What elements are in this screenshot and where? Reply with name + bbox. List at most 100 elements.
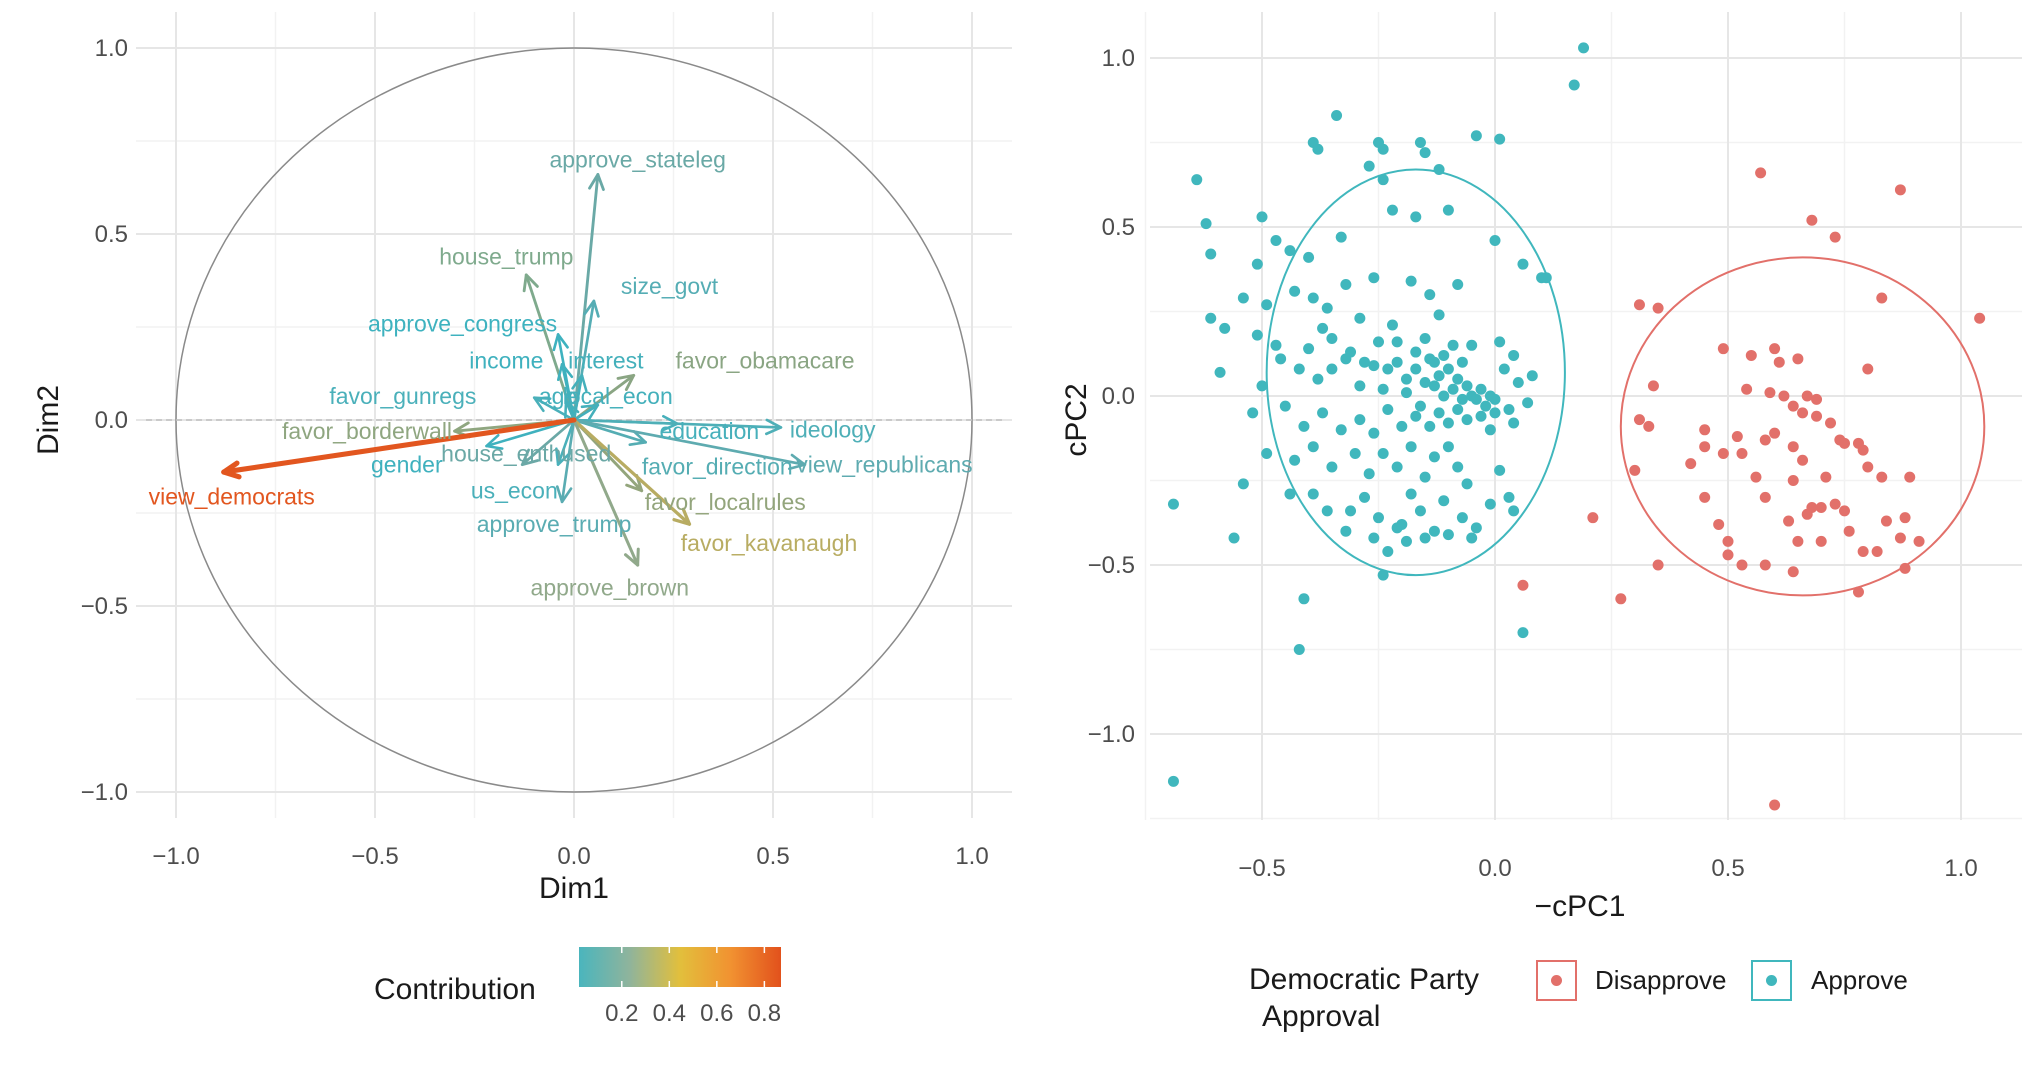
point-approve (1340, 353, 1352, 365)
point-disapprove (1787, 441, 1799, 453)
vector-arrowhead (556, 362, 574, 382)
point-approve (1331, 109, 1343, 121)
vector-label-size-govt: size_govt (621, 273, 719, 299)
vector-arrowhead (765, 418, 783, 436)
vector-arrowhead (583, 299, 600, 318)
vector-local-econ (572, 403, 600, 422)
point-disapprove (1699, 491, 1711, 503)
scatter-x-tick-label: 0.5 (1711, 855, 1744, 882)
vector-ideology (572, 418, 783, 429)
approval-legend-title-line2: Approval (1262, 1000, 1380, 1033)
colorbar-tick-label: 0.2 (605, 1000, 638, 1027)
point-disapprove (1792, 353, 1804, 365)
point-approve (1261, 299, 1273, 311)
point-disapprove (1629, 464, 1641, 476)
point-approve (1391, 356, 1403, 368)
point-approve (1410, 410, 1422, 422)
vector-arrowhead (616, 373, 636, 391)
point-approve (1321, 505, 1333, 517)
point-approve (1517, 258, 1529, 270)
point-approve (1396, 420, 1408, 432)
point-approve (1335, 424, 1347, 436)
point-approve (1326, 363, 1338, 375)
scatter-x-tick-label: 1.0 (1944, 855, 1977, 882)
legend-label-approve: Approve (1811, 965, 1908, 995)
vector-house-enthused (520, 418, 576, 467)
point-approve (1377, 447, 1389, 459)
point-approve (1382, 545, 1394, 557)
point-approve (1424, 289, 1436, 301)
point-approve (1433, 309, 1445, 321)
point-disapprove (1894, 532, 1906, 544)
point-approve (1526, 370, 1538, 382)
vector-income (560, 362, 576, 422)
point-approve (1466, 339, 1478, 351)
point-disapprove (1797, 407, 1809, 419)
point-approve (1512, 376, 1524, 388)
point-approve (1247, 407, 1259, 419)
point-disapprove (1755, 167, 1767, 179)
point-approve (1307, 441, 1319, 453)
colorbar-tick-label: 0.6 (700, 1000, 733, 1027)
vector-label-age: age (539, 383, 577, 409)
vector-arrowhead (522, 273, 539, 293)
point-approve (1251, 258, 1263, 270)
point-disapprove (1778, 390, 1790, 402)
point-approve (1419, 376, 1431, 388)
vector-arrowhead (624, 547, 640, 567)
vector-label-view-republicans: view_republicans (796, 452, 972, 478)
point-approve (1386, 319, 1398, 331)
point-approve (1377, 143, 1389, 155)
point-approve (1284, 245, 1296, 257)
point-approve (1452, 461, 1464, 473)
point-disapprove (1815, 535, 1827, 547)
vector-label-interest: interest (568, 347, 644, 373)
point-disapprove (1797, 454, 1809, 466)
scatter-y-tick-label: −1.0 (1088, 721, 1135, 748)
point-approve (1400, 373, 1412, 385)
point-approve (1382, 363, 1394, 375)
point-disapprove (1974, 312, 1986, 324)
vector-label-favor-localrules: favor_localrules (645, 489, 806, 515)
point-approve (1424, 353, 1436, 365)
point-approve (1456, 393, 1468, 405)
ellipse-approve (1265, 168, 1566, 577)
scatter-y-tick-label: 1.0 (1102, 45, 1135, 72)
point-approve (1442, 204, 1454, 216)
point-disapprove (1825, 417, 1837, 429)
point-approve (1517, 627, 1529, 639)
point-disapprove (1801, 390, 1813, 402)
point-approve (1498, 363, 1510, 375)
point-disapprove (1722, 549, 1734, 561)
point-approve (1400, 535, 1412, 547)
vector-favor-direction (572, 418, 647, 444)
point-approve (1508, 349, 1520, 361)
biplot-panel: approve_stateleg house_trump size_govtappr… (32, 12, 1012, 1027)
vector-arrowhead (221, 460, 242, 480)
point-approve (1470, 522, 1482, 534)
colorbar-tick-label: 0.8 (748, 1000, 781, 1027)
vector-arrowhead (628, 430, 647, 447)
point-disapprove (1839, 505, 1850, 517)
point-disapprove (1811, 393, 1823, 405)
point-approve (1326, 333, 1338, 345)
point-approve (1470, 130, 1482, 142)
point-approve (1205, 312, 1217, 324)
vector-arrowhead (625, 473, 644, 493)
point-disapprove (1880, 515, 1892, 527)
point-approve (1456, 356, 1468, 368)
legend-point-disapprove (1551, 975, 1562, 986)
point-approve (1261, 447, 1273, 459)
point-disapprove (1713, 518, 1725, 530)
point-disapprove (1899, 512, 1911, 524)
point-disapprove (1741, 383, 1753, 395)
vector-label-approve-trump: approve_trump (477, 511, 632, 537)
point-approve (1377, 569, 1389, 581)
vector-arrowhead (532, 396, 552, 413)
point-approve (1293, 644, 1305, 655)
point-disapprove (1871, 545, 1883, 557)
point-approve (1228, 532, 1240, 544)
point-disapprove (1643, 420, 1655, 432)
vector-label-favor-obamacare: favor_obamacare (676, 347, 855, 373)
scatter-grid (1144, 12, 2022, 820)
